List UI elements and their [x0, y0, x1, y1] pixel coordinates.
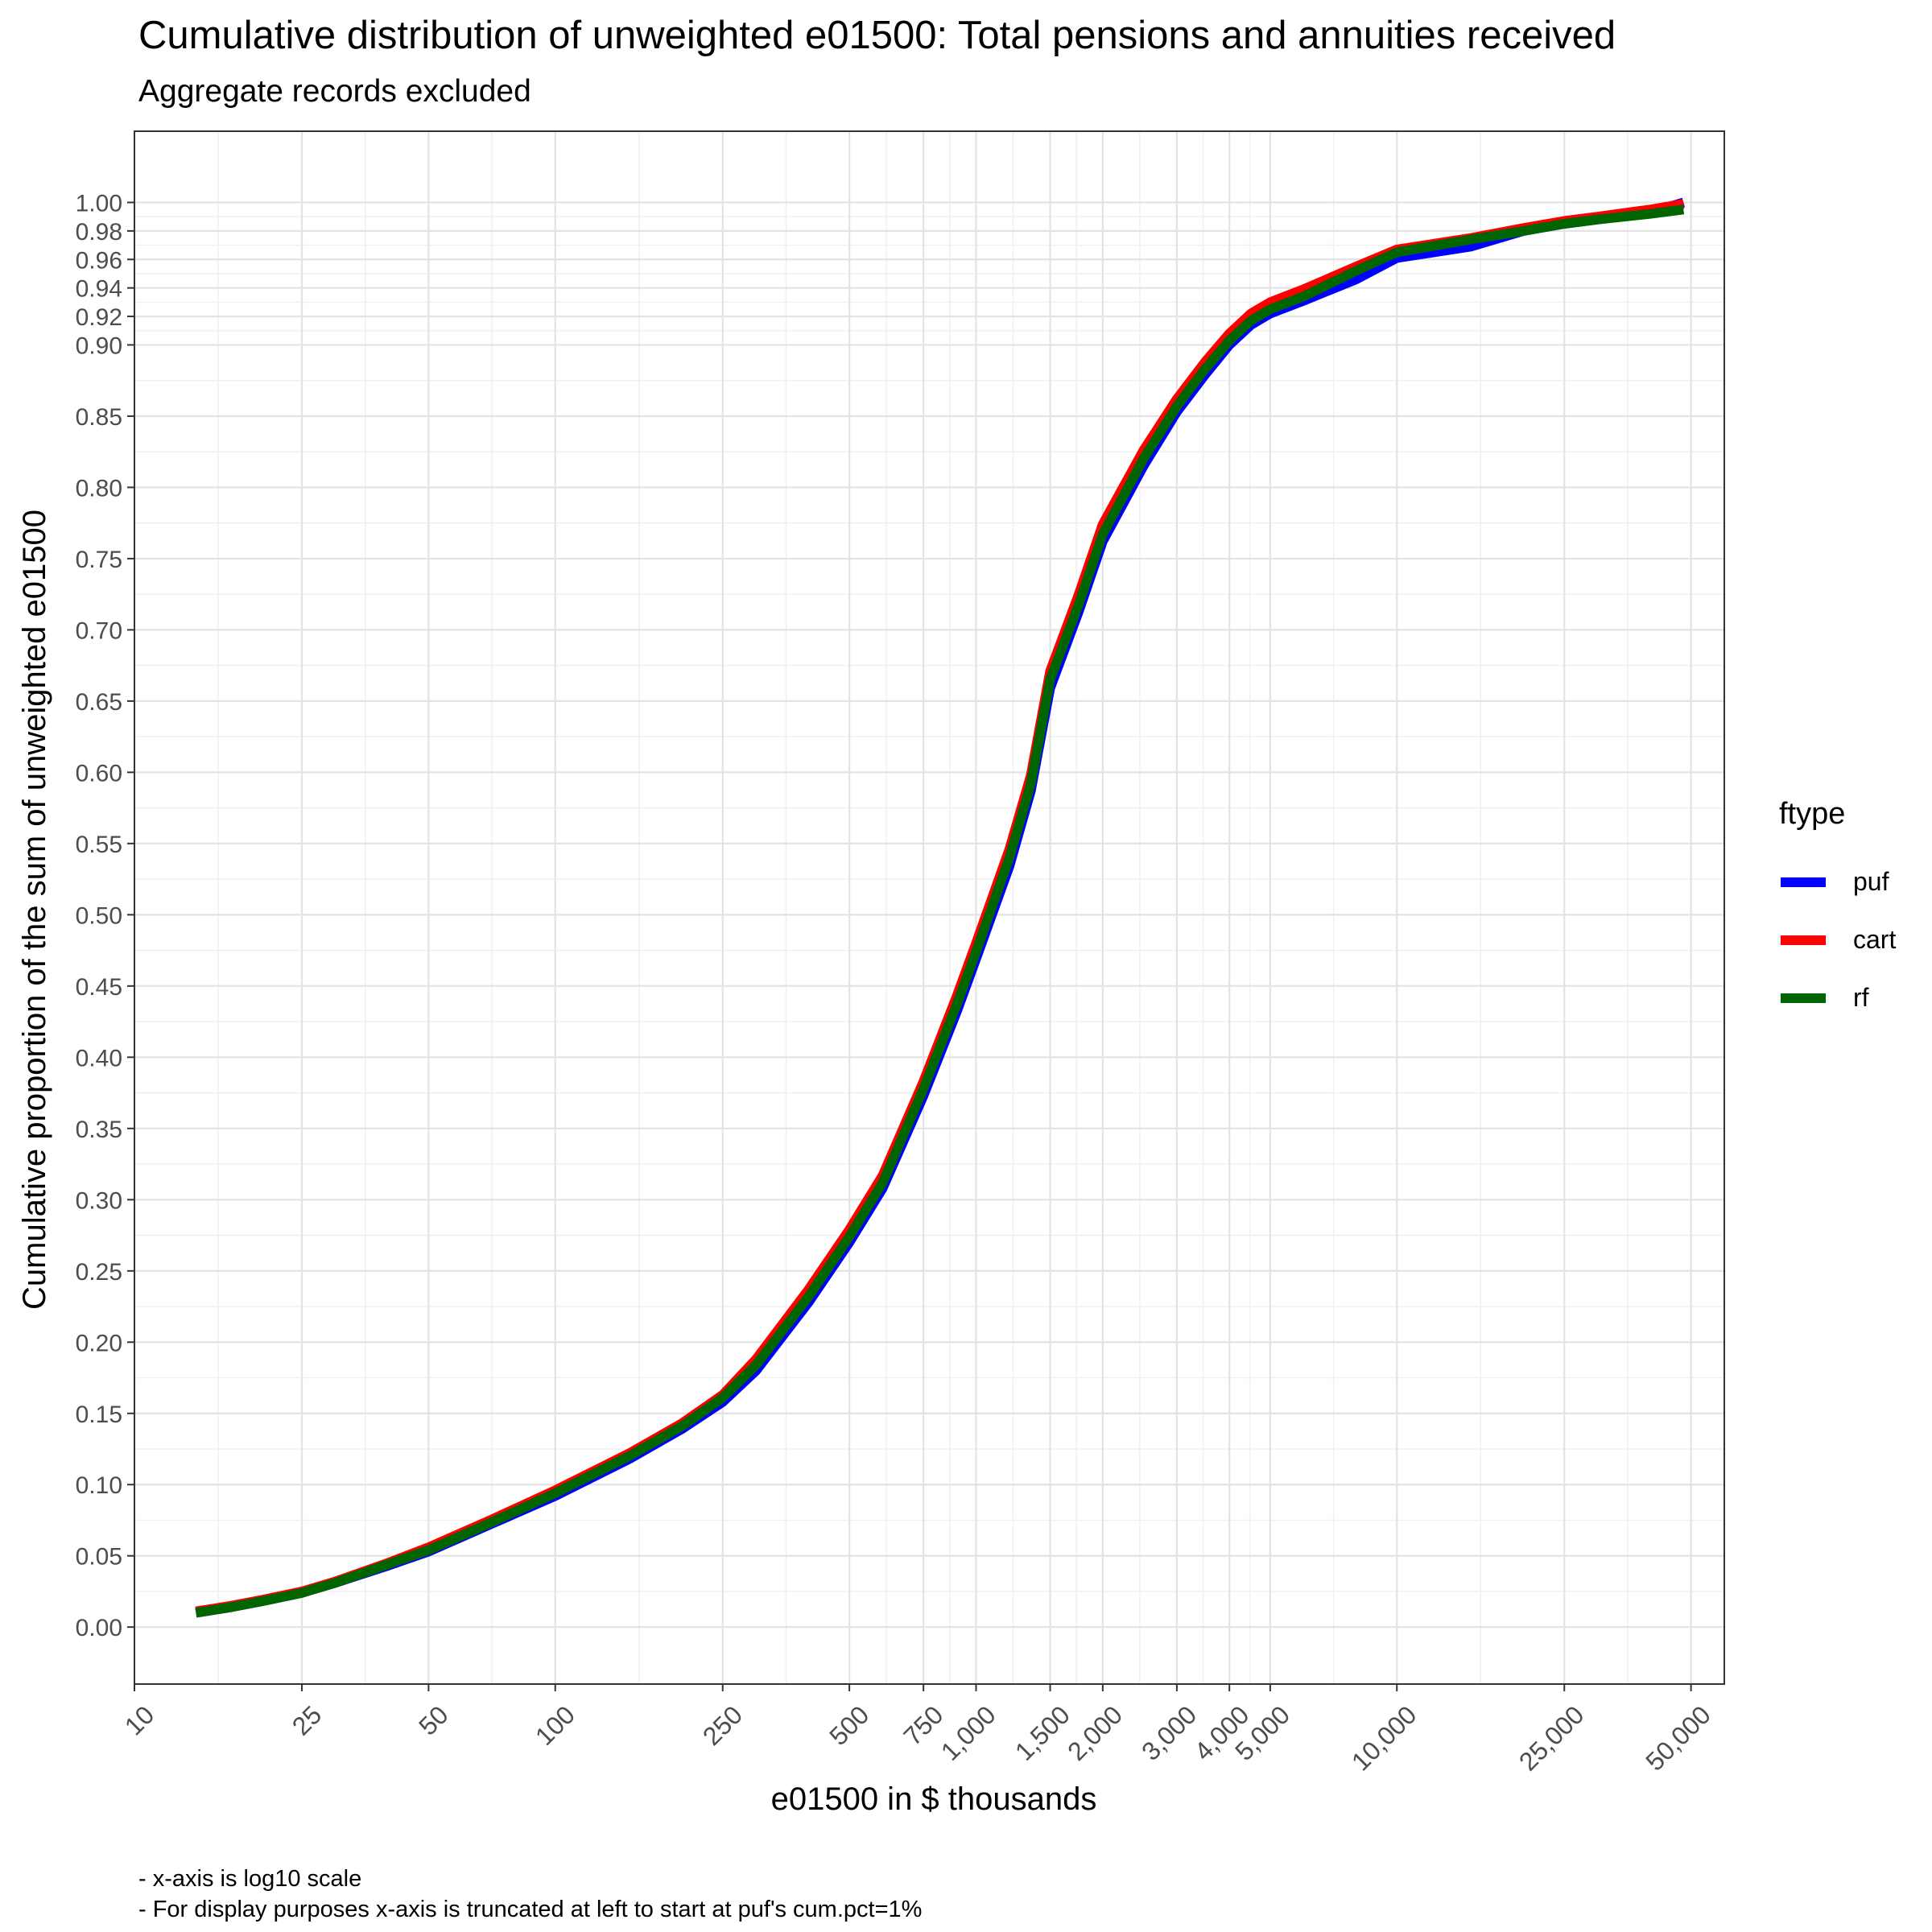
- x-tick-label: 500: [824, 1700, 874, 1751]
- y-tick-label: 1.00: [76, 190, 122, 217]
- series-lines: [195, 197, 1686, 1618]
- y-tick-label: 0.96: [76, 247, 122, 274]
- y-tick-label: 0.65: [76, 689, 122, 716]
- panel-border: [134, 130, 1725, 1685]
- y-tick-label: 0.60: [76, 760, 122, 786]
- y-tick-label: 0.90: [76, 332, 122, 359]
- major-gridlines: [133, 131, 1724, 1684]
- y-tick-label: 0.80: [76, 475, 122, 502]
- legend-key-puf: [1781, 877, 1826, 887]
- chart-subtitle: Aggregate records excluded: [138, 74, 531, 109]
- y-tick-label: 0.15: [76, 1402, 122, 1428]
- y-tick-label: 0.50: [76, 902, 122, 929]
- x-tick-label: 1,000: [935, 1700, 1001, 1766]
- x-tick-label: 50: [413, 1700, 454, 1741]
- y-tick-label: 0.00: [76, 1615, 122, 1641]
- caption-log-scale: - x-axis is log10 scale: [138, 1866, 362, 1892]
- x-tick-label: 2,000: [1062, 1700, 1128, 1766]
- y-tick-label: 0.05: [76, 1544, 122, 1571]
- y-tick-label: 0.40: [76, 1045, 122, 1071]
- series-line-cart: [195, 199, 1685, 1616]
- y-tick-label: 0.20: [76, 1330, 122, 1356]
- y-tick-label: 0.94: [76, 276, 122, 303]
- x-tick-label: 100: [530, 1700, 580, 1751]
- series-line-puf: [195, 197, 1686, 1618]
- x-tick-label: 250: [697, 1700, 748, 1751]
- x-tick-label: 10,000: [1346, 1700, 1422, 1777]
- y-tick-label: 0.35: [76, 1117, 122, 1143]
- legend-title: ftype: [1779, 797, 1846, 831]
- legend-item-cart: cart: [1779, 923, 1924, 956]
- y-axis-label: Cumulative proportion of the sum of unwe…: [17, 510, 52, 1310]
- x-tick-label: 25: [287, 1700, 328, 1741]
- y-axis-ticks: 0.00 0.05 0.10 0.15 0.20 0.25 0.30 0.35 0.40 0.45…: [76, 190, 134, 1641]
- x-tick-label: 1,500: [1009, 1700, 1075, 1766]
- legend-key-rf: [1781, 993, 1826, 1003]
- chart-title: Cumulative distribution of unweighted e0…: [138, 14, 1616, 57]
- y-tick-label: 0.75: [76, 547, 122, 573]
- y-tick-label: 0.92: [76, 304, 122, 331]
- legend-key-cart: [1781, 935, 1826, 945]
- y-tick-label: 0.85: [76, 404, 122, 431]
- y-tick-label: 0.25: [76, 1259, 122, 1286]
- x-tick-label: 3,000: [1136, 1700, 1202, 1766]
- y-tick-label: 0.98: [76, 219, 122, 246]
- minor-gridlines: [134, 131, 1724, 1684]
- caption-truncation: - For display purposes x-axis is truncat…: [138, 1897, 923, 1922]
- x-tick-label: 10: [119, 1700, 160, 1741]
- legend-item-rf: rf: [1779, 981, 1924, 1013]
- y-tick-label: 0.30: [76, 1187, 122, 1214]
- legend-label-puf: puf: [1853, 867, 1889, 896]
- x-axis-label: e01500 in $ thousands: [771, 1781, 1097, 1817]
- x-tick-label: 50,000: [1640, 1700, 1716, 1777]
- y-tick-label: 0.55: [76, 832, 122, 858]
- x-tick-label: 25,000: [1513, 1700, 1590, 1777]
- y-tick-label: 0.45: [76, 974, 122, 1001]
- y-tick-label: 0.10: [76, 1472, 122, 1499]
- legend-item-puf: puf: [1779, 865, 1924, 898]
- legend-label-rf: rf: [1853, 983, 1869, 1012]
- series-line-rf: [195, 204, 1685, 1618]
- y-tick-label: 0.70: [76, 617, 122, 644]
- legend-label-cart: cart: [1853, 925, 1897, 954]
